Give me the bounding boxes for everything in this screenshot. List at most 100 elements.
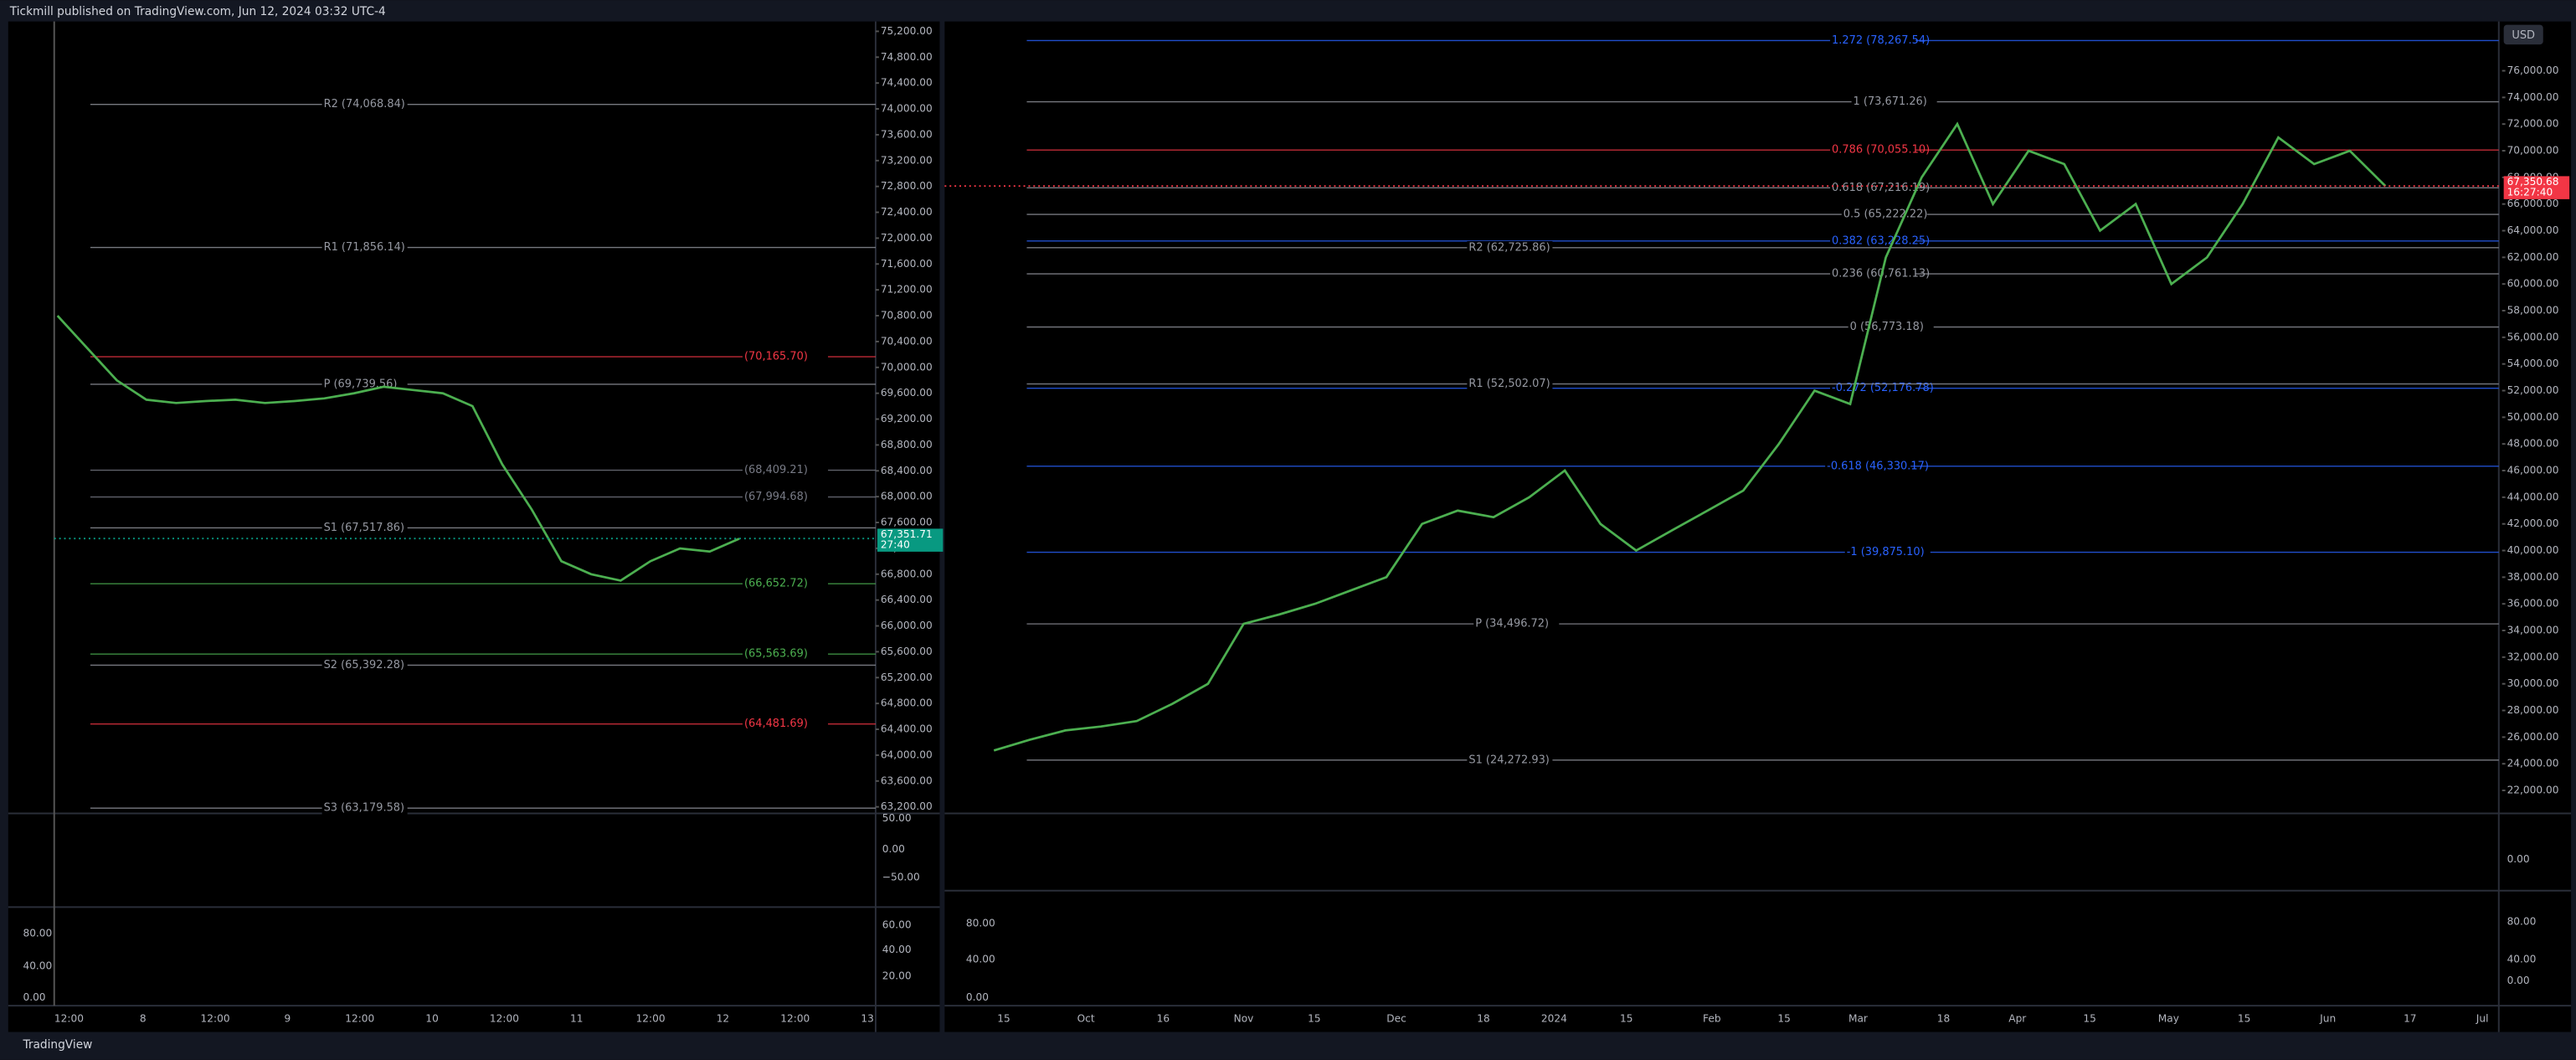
- level-label-bg: [1830, 143, 1916, 157]
- price-tick-label: 70,400.00: [881, 335, 933, 347]
- osc1-tick: −50.00: [882, 872, 920, 883]
- pane-borders: [8, 21, 2572, 1032]
- currency-button[interactable]: [2503, 24, 2543, 45]
- time-label: 10: [425, 1012, 438, 1024]
- price-tick-label: 42,000.00: [2507, 517, 2559, 529]
- level-label-bg: [1844, 545, 1931, 559]
- price-tick-label: 73,200.00: [881, 154, 933, 166]
- last-price-box: [877, 528, 944, 552]
- publisher: Tickmill published on TradingView.com, J…: [9, 5, 386, 18]
- osc2-tick: 40.00: [882, 944, 912, 955]
- time-label: 2024: [1541, 1012, 1567, 1024]
- level-label: (68,409.21): [744, 464, 808, 476]
- price-tick-label: 36,000.00: [2507, 598, 2559, 610]
- price-tick-label: 74,000.00: [881, 103, 933, 115]
- level-label-bg: [1830, 33, 1916, 48]
- level-label-bg: [321, 97, 408, 111]
- level-label: -0.618 (46,330.17): [1827, 460, 1929, 472]
- price-tick-label: 38,000.00: [2507, 571, 2559, 583]
- price-tick-label: 44,000.00: [2507, 491, 2559, 502]
- level-label: R2 (62,725.86): [1468, 241, 1550, 254]
- level-label-bg: [1473, 617, 1560, 630]
- time-label: 12:00: [345, 1012, 374, 1024]
- level-label-bg: [742, 490, 829, 504]
- level-label: (65,563.69): [744, 648, 808, 661]
- time-label: 18: [1477, 1012, 1489, 1024]
- time-label: 17: [2404, 1012, 2416, 1024]
- time-label: 12:00: [636, 1012, 666, 1024]
- price-tick-label: 65,200.00: [881, 672, 933, 683]
- price-tick-label: 72,000.00: [881, 232, 933, 244]
- price-tick-label: 74,400.00: [881, 77, 933, 89]
- level-label-bg: [1830, 267, 1916, 280]
- price-line: [56, 315, 740, 582]
- price-tick-label: 66,000.00: [881, 620, 933, 631]
- time-label: 15: [1308, 1012, 1320, 1024]
- right-pane: [944, 21, 2572, 1032]
- osc2-tick: 40.00: [23, 960, 52, 972]
- price-tick-label: 52,000.00: [2507, 384, 2559, 396]
- level-label: R1 (52,502.07): [1468, 378, 1550, 390]
- price-tick-label: 58,000.00: [2507, 305, 2559, 316]
- level-label-bg: [321, 658, 408, 672]
- osc2-tick: 0.00: [966, 991, 989, 1003]
- price-tick-label: 72,800.00: [881, 180, 933, 192]
- time-label: Oct: [1077, 1012, 1095, 1024]
- level-label-bg: [1830, 181, 1916, 195]
- time-label: Jun: [2319, 1012, 2336, 1024]
- price-tick-label: 75,200.00: [881, 25, 933, 37]
- time-label: Jul: [2476, 1012, 2489, 1024]
- currency[interactable]: USD: [2512, 29, 2535, 42]
- price-tick-label: 65,600.00: [881, 646, 933, 657]
- level-label-bg: [321, 521, 408, 535]
- level-label-bg: [742, 577, 829, 591]
- level-label-bg: [742, 350, 829, 363]
- time-label: May: [2158, 1012, 2179, 1024]
- price-tick-label: 46,000.00: [2507, 465, 2559, 476]
- price-tick-label: 60,000.00: [2507, 278, 2559, 290]
- price-line: [993, 121, 2387, 752]
- price-tick-label: 24,000.00: [2507, 758, 2559, 769]
- price-tick-label: 74,800.00: [881, 51, 933, 63]
- price-tick-label: 28,000.00: [2507, 704, 2559, 716]
- price-tick-label: 63,600.00: [881, 774, 933, 786]
- level-label: (66,652.72): [744, 578, 808, 590]
- level-label: S1 (67,517.86): [324, 522, 405, 534]
- price-tick-label: 69,200.00: [881, 413, 933, 425]
- time-label: 15: [1620, 1012, 1632, 1024]
- time-label: 18: [1937, 1012, 1950, 1024]
- last-price-box: [2503, 176, 2570, 199]
- price-tick-label: 73,600.00: [881, 128, 933, 140]
- level-label: R2 (74,068.84): [324, 98, 405, 111]
- level-label: 0.5 (65,222.22): [1843, 208, 1928, 221]
- price-tick-label: 68,000.00: [881, 491, 933, 502]
- level-label-bg: [1851, 95, 1937, 109]
- price-tick-label: 64,800.00: [881, 697, 933, 709]
- osc2-tick: 0.00: [2507, 975, 2530, 986]
- price-tick-label: 72,400.00: [881, 206, 933, 218]
- time-label: 12:00: [490, 1012, 519, 1024]
- price-tick-label: 70,000.00: [2507, 145, 2559, 157]
- time-label: 8: [140, 1012, 147, 1024]
- price-tick-label: 70,000.00: [881, 361, 933, 373]
- countdown: 16:27:40: [2507, 187, 2553, 198]
- level-label-bg: [742, 647, 829, 661]
- level-label-bg: [742, 717, 829, 731]
- time-label: Nov: [1234, 1012, 1254, 1024]
- left-pane: [8, 21, 940, 1032]
- level-label-bg: [1825, 459, 1911, 473]
- level-label: P (69,739.56): [324, 378, 398, 390]
- osc2-tick: 80.00: [966, 917, 995, 929]
- last-price: 67,351.71: [881, 528, 933, 540]
- price-tick-label: 26,000.00: [2507, 731, 2559, 743]
- level-label: (70,165.70): [744, 351, 808, 363]
- price-tick-label: 48,000.00: [2507, 438, 2559, 450]
- price-tick-label: 67,600.00: [881, 517, 933, 528]
- osc2-tick: 60.00: [882, 918, 912, 930]
- time-label: Feb: [1703, 1012, 1721, 1024]
- price-tick-label: 71,600.00: [881, 258, 933, 270]
- price-tick-label: 69,600.00: [881, 387, 933, 399]
- price-tick-label: 74,000.00: [2507, 91, 2559, 103]
- price-tick-label: 30,000.00: [2507, 677, 2559, 689]
